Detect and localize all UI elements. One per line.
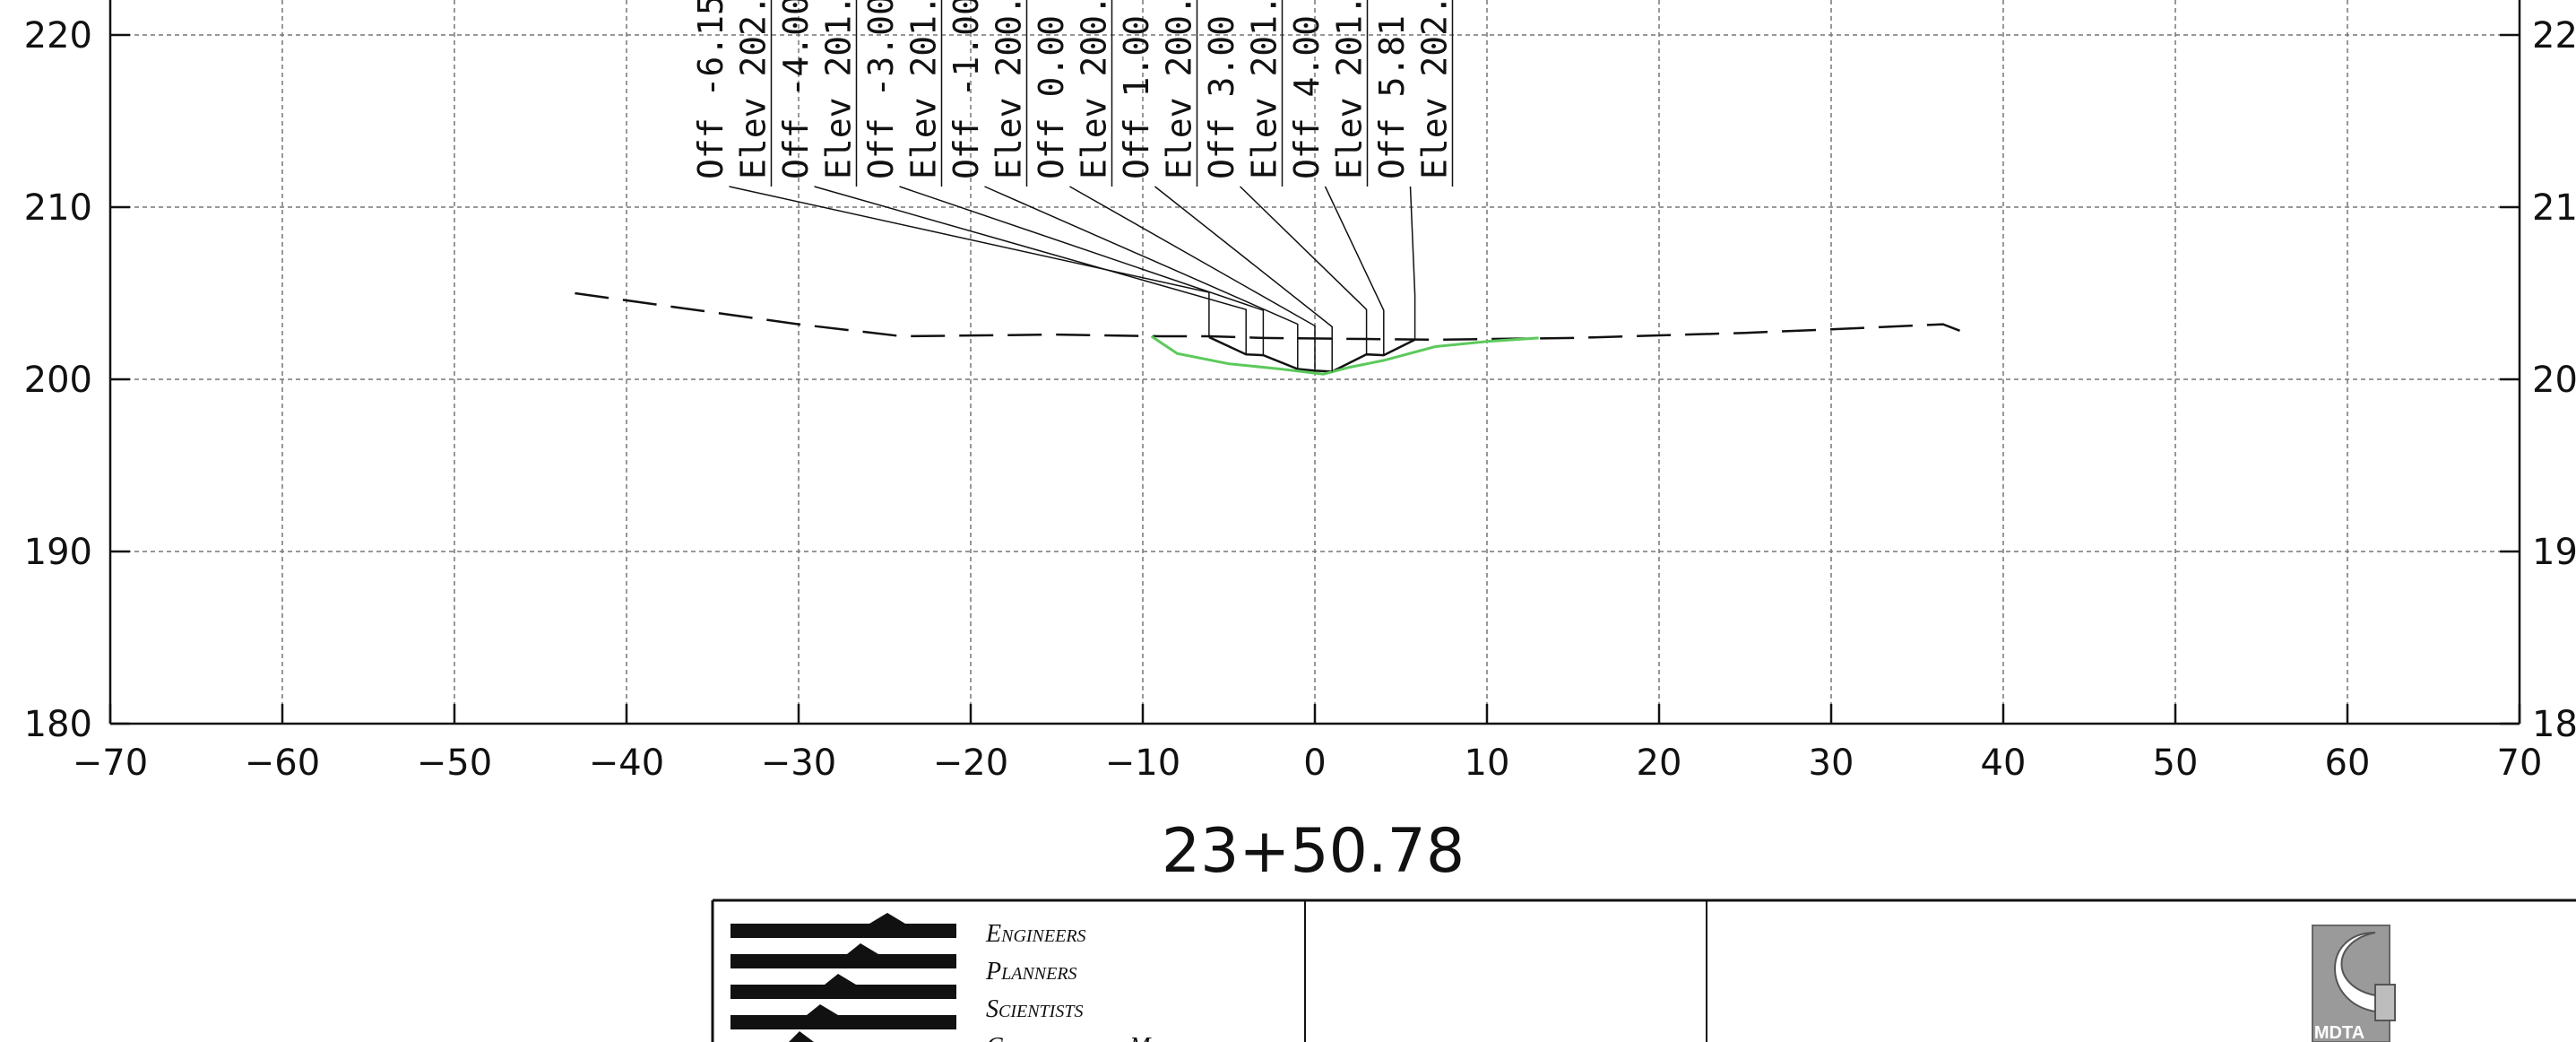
annotation-label: Elev 200.	[990, 0, 1029, 179]
profile-series	[575, 291, 1967, 376]
firm-logo-stripes	[730, 913, 956, 1042]
annotation-leader	[814, 186, 1247, 355]
x-tick-label: −30	[761, 742, 836, 784]
annotation-leader	[1409, 186, 1416, 340]
annotation-leader	[984, 186, 1299, 369]
annotation-leader	[1324, 186, 1385, 356]
x-tick-label: −70	[73, 742, 148, 784]
y-tick-label-left: 180	[24, 704, 92, 745]
annotation-label: Off -1.00	[947, 0, 986, 179]
annotation-label: Elev 200.	[1160, 0, 1199, 179]
x-tick-label: −50	[417, 742, 492, 784]
station-label: 23+50.78	[1162, 816, 1465, 887]
annotation-label: Off -3.00	[861, 0, 901, 179]
title-block: Engineers Planners Scientists Constructi…	[711, 899, 2576, 1042]
y-tick-label-left: 220	[24, 15, 92, 56]
x-tick-label: −60	[245, 742, 320, 784]
x-tick-label: −20	[933, 742, 1008, 784]
annotation-label: Elev 201.4	[1330, 0, 1370, 179]
x-tick-label: 70	[2497, 742, 2543, 784]
annotation-label: Off -4.00	[776, 0, 816, 179]
x-tick-label: 50	[2153, 742, 2199, 784]
annotation-label: Elev 202.	[1415, 0, 1455, 179]
mdta-logo: MDTA	[2312, 925, 2396, 1042]
annotation-label: Elev 201.4	[904, 0, 944, 179]
station-annotations: Off -6.15 Elev 202. Off -4.00 Elev 201.4 Off…	[691, 0, 1455, 372]
y-tick-label-left: 190	[24, 532, 92, 573]
x-tick-label: 0	[1303, 742, 1326, 784]
annotation-leader	[1069, 186, 1316, 371]
annotation-label: Off 4.00	[1287, 15, 1327, 179]
series-line-2	[1150, 334, 1539, 376]
annotation-label: Off 5.81	[1372, 15, 1412, 179]
annotation-leader	[899, 186, 1265, 356]
firm-line-engineers: Engineers	[985, 920, 1086, 948]
y-tick-label-left: 210	[24, 187, 92, 229]
annotation-label: Elev 200.	[1075, 0, 1114, 179]
y-tick-label-right: 19	[2532, 532, 2576, 573]
firm-line-planners: Planners	[985, 958, 1077, 986]
x-tick-label: −10	[1105, 742, 1180, 784]
annotation-leader	[729, 186, 1210, 337]
annotation-label: Off -6.15	[691, 0, 730, 179]
annotation-leader	[1154, 186, 1333, 372]
y-tick-label-right: 22	[2532, 15, 2576, 56]
y-tick-label-right: 18	[2532, 704, 2576, 745]
annotation-label: Elev 202.	[734, 0, 774, 179]
annotation-label: Elev 201.4	[819, 0, 859, 179]
y-tick-label-left: 200	[24, 360, 92, 401]
annotation-label: Off 3.00	[1202, 15, 1241, 179]
mdta-logo-text: MDTA	[2314, 1023, 2364, 1042]
x-tick-label: 10	[1465, 742, 1510, 784]
x-tick-label: 30	[1809, 742, 1854, 784]
x-tick-label: 40	[1981, 742, 2027, 784]
x-tick-label: −40	[589, 742, 664, 784]
firm-line-construction-managers: Construction Managers	[986, 1033, 1228, 1042]
annotation-label: Elev 201.4	[1245, 0, 1284, 179]
annotation-label: Off 0.00	[1032, 15, 1071, 179]
y-tick-label-right: 21	[2532, 187, 2576, 229]
y-tick-label-right: 20	[2532, 360, 2576, 401]
x-tick-label: 20	[1637, 742, 1682, 784]
annotation-label: Off 1.00	[1117, 15, 1156, 179]
axes: −70 −60 −50 −40 −30 −20 −10 0 10 20 30 40 50 60 70 180 1…	[24, 0, 2576, 784]
x-tick-label: 60	[2325, 742, 2371, 784]
firm-line-scientists: Scientists	[986, 995, 1083, 1023]
annotation-leader	[1239, 186, 1368, 355]
